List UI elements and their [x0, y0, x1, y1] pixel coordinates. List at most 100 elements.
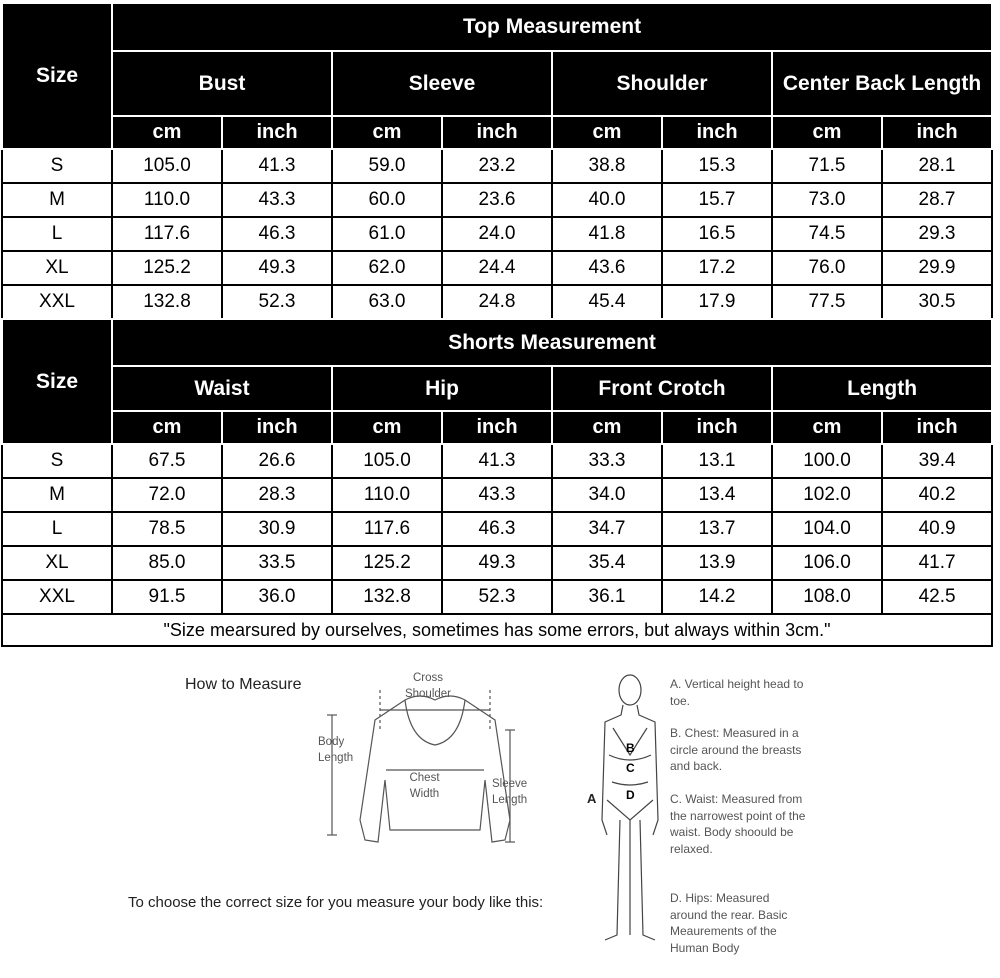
value-cell: 41.7: [880, 545, 994, 581]
value-cell: 49.3: [221, 250, 333, 286]
value-cell: 110.0: [331, 477, 443, 513]
unit-inch: inch: [880, 115, 994, 150]
description-c: C. Waist: Measured from the narrowest po…: [670, 792, 806, 856]
value-cell: 77.5: [771, 284, 883, 320]
letter-c: C: [626, 761, 635, 775]
unit-inch: inch: [661, 115, 773, 150]
size-cell: L: [1, 511, 113, 547]
value-cell: 13.4: [661, 477, 773, 513]
value-cell: 41.8: [551, 216, 663, 252]
value-cell: 125.2: [331, 545, 443, 581]
value-cell: 35.4: [551, 545, 663, 581]
size-cell: XXL: [1, 284, 113, 320]
value-cell: 108.0: [771, 579, 883, 615]
value-cell: 132.8: [331, 579, 443, 615]
value-cell: 43.3: [221, 182, 333, 218]
size-note: "Size mearsured by ourselves, sometimes …: [0, 613, 994, 647]
value-cell: 24.0: [441, 216, 553, 252]
sweater-diagram: [327, 690, 515, 843]
value-cell: 36.0: [221, 579, 333, 615]
table-row: XL 125.2 49.3 62.0 24.4 43.6 17.2 76.0 29.9: [1, 250, 994, 286]
size-cell: M: [1, 182, 113, 218]
unit-cm: cm: [551, 115, 663, 150]
value-cell: 30.9: [221, 511, 333, 547]
value-cell: 106.0: [771, 545, 883, 581]
unit-cm: cm: [551, 410, 663, 445]
size-cell: L: [1, 216, 113, 252]
group-header: Center Back Length: [770, 50, 994, 117]
table-row: XXL 91.5 36.0 132.8 52.3 36.1 14.2 108.0 42.5: [1, 579, 994, 615]
size-cell: M: [1, 477, 113, 513]
value-cell: 23.6: [441, 182, 553, 218]
human-body-diagram: B C D: [601, 674, 659, 941]
unit-cm: cm: [771, 410, 883, 445]
value-cell: 117.6: [331, 511, 443, 547]
value-cell: 39.4: [880, 443, 994, 479]
table-row: S 67.5 26.6 105.0 41.3 33.3 13.1 100.0 39.4: [1, 443, 994, 479]
value-cell: 43.3: [441, 477, 553, 513]
value-cell: 16.5: [661, 216, 773, 252]
body-length-label: Body Length: [318, 736, 354, 764]
description-d: D. Hips: Measured around the rear. Basic…: [670, 891, 788, 955]
value-cell: 41.3: [221, 148, 333, 184]
description-b: B. Chest: Measured in a circle around th…: [670, 726, 802, 773]
value-cell: 49.3: [441, 545, 553, 581]
size-cell: S: [1, 148, 113, 184]
value-cell: 28.7: [880, 182, 994, 218]
size-cell: XL: [1, 545, 113, 581]
top-measurement-table: Size Top Measurement Bust Sleeve Shoulder Cen…: [1, 2, 994, 320]
value-cell: 33.3: [551, 443, 663, 479]
table-row: M 72.0 28.3 110.0 43.3 34.0 13.4 102.0 40.2: [1, 477, 994, 513]
size-header: Size: [1, 2, 113, 150]
value-cell: 105.0: [331, 443, 443, 479]
value-cell: 24.4: [441, 250, 553, 286]
unit-cm: cm: [771, 115, 883, 150]
unit-inch: inch: [441, 115, 553, 150]
value-cell: 85.0: [111, 545, 223, 581]
value-cell: 73.0: [771, 182, 883, 218]
size-cell: XXL: [1, 579, 113, 615]
value-cell: 40.2: [880, 477, 994, 513]
unit-inch: inch: [661, 410, 773, 445]
letter-a: A: [587, 791, 597, 806]
how-to-measure-title: How to Measure: [185, 676, 302, 693]
value-cell: 29.3: [880, 216, 994, 252]
value-cell: 52.3: [441, 579, 553, 615]
sleeve-length-label: Sleeve Length: [492, 778, 528, 806]
unit-cm: cm: [331, 115, 443, 150]
unit-inch: inch: [221, 115, 333, 150]
size-header: Size: [1, 318, 113, 445]
unit-cm: cm: [331, 410, 443, 445]
value-cell: 13.9: [661, 545, 773, 581]
value-cell: 67.5: [111, 443, 223, 479]
group-header: Hip: [331, 365, 553, 412]
value-cell: 36.1: [551, 579, 663, 615]
shorts-measurement-table: Size Shorts Measurement Waist Hip Front Crot…: [0, 318, 994, 647]
group-header: Length: [770, 365, 994, 412]
value-cell: 26.6: [221, 443, 333, 479]
group-header: Waist: [111, 365, 333, 412]
value-cell: 28.1: [880, 148, 994, 184]
size-cell: XL: [1, 250, 113, 286]
value-cell: 42.5: [880, 579, 994, 615]
value-cell: 13.1: [661, 443, 773, 479]
value-cell: 132.8: [111, 284, 223, 320]
table-row: L 117.6 46.3 61.0 24.0 41.8 16.5 74.5 29.3: [1, 216, 994, 252]
table-row: L 78.5 30.9 117.6 46.3 34.7 13.7 104.0 40.9: [1, 511, 994, 547]
value-cell: 40.9: [880, 511, 994, 547]
value-cell: 52.3: [221, 284, 333, 320]
instruction-text: To choose the correct size for you measu…: [128, 894, 544, 911]
table-row: M 110.0 43.3 60.0 23.6 40.0 15.7 73.0 28.7: [1, 182, 994, 218]
value-cell: 14.2: [661, 579, 773, 615]
value-cell: 59.0: [331, 148, 443, 184]
value-cell: 24.8: [441, 284, 553, 320]
letter-d: D: [626, 788, 635, 802]
table-row: S 105.0 41.3 59.0 23.2 38.8 15.3 71.5 28.1: [1, 148, 994, 184]
value-cell: 17.2: [661, 250, 773, 286]
group-header: Sleeve: [331, 50, 553, 117]
value-cell: 71.5: [771, 148, 883, 184]
table-row: XXL 132.8 52.3 63.0 24.8 45.4 17.9 77.5 30.5: [1, 284, 994, 320]
value-cell: 28.3: [221, 477, 333, 513]
value-cell: 110.0: [111, 182, 223, 218]
value-cell: 46.3: [221, 216, 333, 252]
